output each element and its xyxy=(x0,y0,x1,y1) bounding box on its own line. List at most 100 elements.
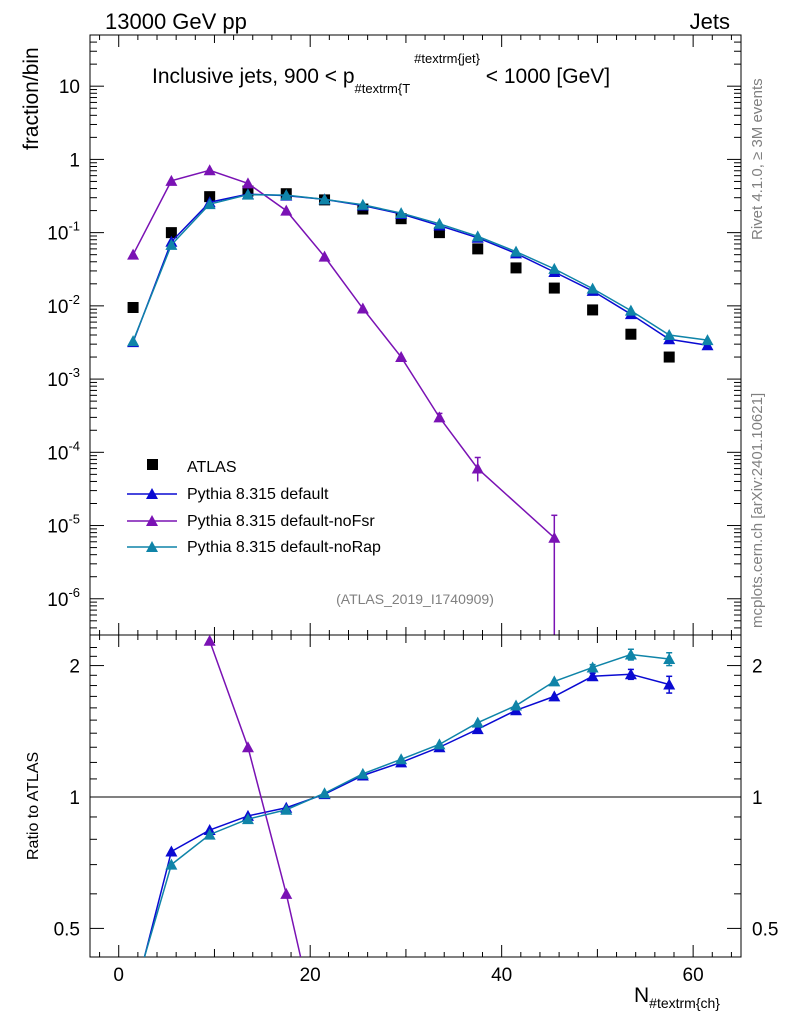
ratio-marker-pythia-8-315-default-norap xyxy=(318,787,331,799)
title-prefix: Inclusive jets, 900 < p xyxy=(152,65,355,88)
ratio-y-tick-label-right: 1 xyxy=(752,788,763,809)
ratio-y-tick-label-right: 0.5 xyxy=(752,919,778,940)
category-label: Jets xyxy=(690,9,730,34)
x-tick-label: 0 xyxy=(113,965,124,986)
ratio-marker-pythia-8-315-default-norap xyxy=(241,813,254,825)
ratio-marker-pythia-8-315-default xyxy=(624,668,637,680)
legend-marker-nofsr xyxy=(146,515,158,526)
y-tick-exponent: -3 xyxy=(68,365,80,380)
marker-pythia-8-315-default-nofsr xyxy=(548,531,561,543)
x-tick-label: 40 xyxy=(491,965,512,986)
y-axis-label: fraction/bin xyxy=(20,47,43,150)
title-suffix: < 1000 [GeV] xyxy=(480,65,610,88)
y-tick-exponent: -6 xyxy=(68,585,80,600)
y-tick-base: 10 xyxy=(47,370,68,391)
ratio-line-pythia-8-315-default-norap xyxy=(143,653,670,957)
legend-label-default: Pythia 8.315 default xyxy=(187,486,329,503)
ratio-marker-pythia-8-315-default-norap xyxy=(356,767,369,779)
ratio-marker-pythia-8-315-default-norap xyxy=(663,653,676,665)
ratio-marker-pythia-8-315-default-norap xyxy=(624,648,637,660)
data-point-atlas xyxy=(663,351,675,363)
ratio-marker-pythia-8-315-default-norap xyxy=(165,858,178,870)
ratio-marker-pythia-8-315-default-norap xyxy=(433,738,446,750)
marker-pythia-8-315-default-norap xyxy=(433,217,446,229)
ratio-y-tick-label: 0.5 xyxy=(54,919,80,940)
y-tick-exponent: -5 xyxy=(68,512,80,527)
ratio-series xyxy=(143,635,676,957)
data-point-atlas xyxy=(625,328,637,340)
legend-marker-atlas xyxy=(147,459,158,470)
x-tick-label: 60 xyxy=(683,965,704,986)
marker-pythia-8-315-default-norap xyxy=(127,335,140,347)
analysis-watermark: (ATLAS_2019_I1740909) xyxy=(336,591,494,607)
data-point-atlas xyxy=(548,282,560,294)
marker-pythia-8-315-default-norap xyxy=(280,189,293,201)
x-axis-label-main: N xyxy=(634,984,649,1007)
ratio-y-tick-label: 2 xyxy=(69,657,80,678)
marker-pythia-8-315-default-nofsr xyxy=(395,351,408,363)
y-tick-base: 10 xyxy=(47,517,68,538)
title-subscript: #textrm{T xyxy=(355,81,411,96)
marker-pythia-8-315-default-norap xyxy=(165,238,178,250)
ratio-marker-pythia-8-315-default-norap xyxy=(395,753,408,765)
marker-pythia-8-315-default-norap xyxy=(624,304,637,316)
legend-label-norap: Pythia 8.315 default-noRap xyxy=(187,539,381,556)
ratio-axis-ticks: 0 20 40 60 0.5 0.5 1 1 2 2 xyxy=(54,635,778,986)
x-axis-label: N#textrm{ch} xyxy=(634,984,720,1011)
y-tick-base: 10 xyxy=(47,297,68,318)
data-point-atlas xyxy=(433,227,445,239)
y-tick-label: 10-6 xyxy=(47,585,80,611)
y-tick-label: 10-5 xyxy=(47,512,80,538)
y-tick-exponent: -4 xyxy=(68,438,80,453)
ratio-y-tick-label-right: 2 xyxy=(752,657,763,678)
ratio-line-pythia-8-315-default-nofsr xyxy=(208,640,302,957)
ratio-marker-pythia-8-315-default-norap xyxy=(471,716,484,728)
series-line-pythia-8-315-default-norap xyxy=(132,193,708,342)
y-tick-label: 10-4 xyxy=(47,438,80,464)
marker-pythia-8-315-default-nofsr xyxy=(356,302,369,314)
marker-pythia-8-315-default-nofsr xyxy=(280,204,293,216)
marker-pythia-8-315-default-nofsr xyxy=(318,250,331,262)
x-tick-label: 20 xyxy=(300,965,321,986)
legend-label-nofsr: Pythia 8.315 default-noFsr xyxy=(187,513,375,530)
plot-title: Inclusive jets, 900 < p#textrm{T#textrm{… xyxy=(152,51,610,96)
title-superscript: #textrm{jet} xyxy=(414,51,480,66)
legend: ATLAS Pythia 8.315 default Pythia 8.315 … xyxy=(127,459,381,556)
marker-pythia-8-315-default-nofsr xyxy=(241,177,254,189)
marker-pythia-8-315-default-nofsr xyxy=(165,174,178,186)
y-tick-base: 10 xyxy=(47,443,68,464)
data-point-atlas xyxy=(127,301,139,313)
marker-pythia-8-315-default-norap xyxy=(356,198,369,210)
y-tick-label: 10-2 xyxy=(47,292,80,318)
y-tick-label: 10-1 xyxy=(47,219,80,245)
ratio-y-axis-label: Ratio to ATLAS xyxy=(25,752,42,860)
data-point-atlas xyxy=(165,227,177,239)
y-tick-label: 10 xyxy=(59,77,80,98)
ratio-marker-pythia-8-315-default-norap xyxy=(203,828,216,840)
marker-pythia-8-315-default-norap xyxy=(586,282,599,294)
energy-label: 13000 GeV pp xyxy=(105,9,247,34)
legend-label-atlas: ATLAS xyxy=(187,459,237,476)
legend-marker-default xyxy=(146,488,158,499)
marker-pythia-8-315-default-norap xyxy=(471,230,484,242)
data-point-atlas xyxy=(587,304,599,316)
ratio-marker-pythia-8-315-default-nofsr xyxy=(280,887,293,899)
y-tick-label: 1 xyxy=(69,150,80,171)
ratio-y-tick-label: 1 xyxy=(69,788,80,809)
marker-pythia-8-315-default-norap xyxy=(663,329,676,340)
x-axis-label-sub: #textrm{ch} xyxy=(649,995,720,1011)
ratio-frame xyxy=(89,634,742,958)
main-series xyxy=(127,164,714,635)
marker-pythia-8-315-default-norap xyxy=(701,334,714,346)
marker-pythia-8-315-default-norap xyxy=(241,188,254,200)
ratio-marker-pythia-8-315-default-nofsr xyxy=(241,741,254,753)
marker-pythia-8-315-default-nofsr xyxy=(127,248,140,260)
y-tick-exponent: -2 xyxy=(68,292,80,307)
marker-pythia-8-315-default-norap xyxy=(548,262,561,274)
marker-pythia-8-315-default-nofsr xyxy=(203,164,216,176)
series-line-pythia-8-315-default xyxy=(132,193,708,346)
data-point-atlas xyxy=(472,243,484,255)
